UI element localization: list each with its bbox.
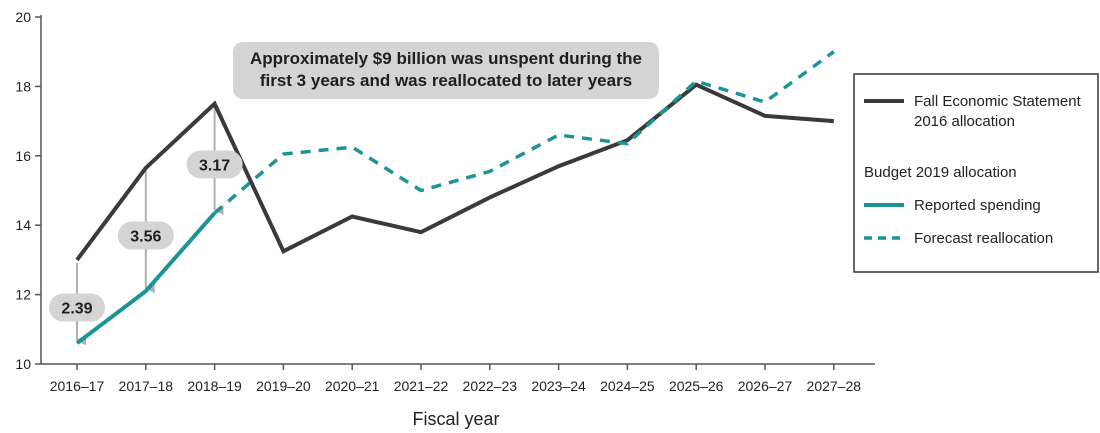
series-line-fall-economic-statement-2016-allocation	[75, 82, 834, 262]
series-line-forecast-reallocation	[213, 50, 835, 215]
difference-label: 2.39	[49, 293, 105, 322]
x-tick-label: 2021–22	[394, 378, 449, 394]
difference-label-bubble	[49, 293, 105, 322]
series-lines	[75, 50, 835, 345]
annotation-line: Approximately $9 billion was unspent dur…	[250, 49, 642, 68]
x-tick-label: 2025–26	[669, 378, 724, 394]
y-tick-label: 12	[15, 287, 31, 303]
legend-item: Reported spending	[864, 197, 1041, 214]
y-tick-label: 20	[15, 9, 31, 25]
difference-label-bubble	[117, 221, 174, 250]
axes: 10 12 14 16 18 20 2016–17 2017–18 2018–19 2019–20…	[15, 9, 875, 394]
legend-label: Forecast reallocation	[914, 230, 1053, 247]
x-tick-label: 2027–28	[807, 378, 862, 394]
legend-item: Forecast reallocation	[864, 230, 1053, 247]
difference-label-text: 3.17	[199, 157, 230, 174]
annotation-line: first 3 years and was reallocated to lat…	[260, 71, 632, 90]
y-tick-label: 18	[15, 78, 31, 94]
x-tick-label: 2020–21	[325, 378, 380, 394]
x-axis-title: Fiscal year	[412, 409, 499, 429]
legend: Fall Economic Statement 2016 allocation Bu…	[853, 73, 1099, 273]
y-tick-label: 10	[15, 356, 31, 372]
legend-label: Budget 2019 allocation	[864, 164, 1017, 181]
legend-label: Fall Economic Statement	[914, 93, 1082, 110]
y-tick-label: 14	[15, 217, 31, 233]
difference-labels: 2.39 3.56 3.17	[49, 150, 243, 322]
legend-label: 2016 allocation	[914, 113, 1015, 130]
x-tick-label: 2024–25	[600, 378, 655, 394]
annotation-callout: Approximately $9 billion was unspent dur…	[233, 42, 659, 99]
legend-item: Fall Economic Statement 2016 allocation	[864, 93, 1082, 130]
annotation-box	[233, 42, 659, 99]
x-tick-label: 2023–24	[531, 378, 586, 394]
difference-label-text: 2.39	[61, 301, 92, 318]
difference-label-bubble	[186, 150, 243, 179]
difference-label: 3.56	[117, 221, 174, 250]
x-tick-label: 2018–19	[187, 378, 242, 394]
x-tick-label: 2026–27	[738, 378, 793, 394]
x-tick-label: 2022–23	[463, 378, 518, 394]
legend-label: Reported spending	[914, 197, 1041, 214]
y-tick-label: 16	[15, 148, 31, 164]
x-tick-label: 2016–17	[50, 378, 105, 394]
x-tick-label: 2019–20	[256, 378, 311, 394]
series-line-reported-spending	[75, 211, 217, 345]
difference-label-text: 3.56	[130, 229, 161, 246]
x-tick-label: 2017–18	[119, 378, 174, 394]
difference-label: 3.17	[186, 150, 243, 179]
legend-item: Budget 2019 allocation	[864, 164, 1017, 181]
